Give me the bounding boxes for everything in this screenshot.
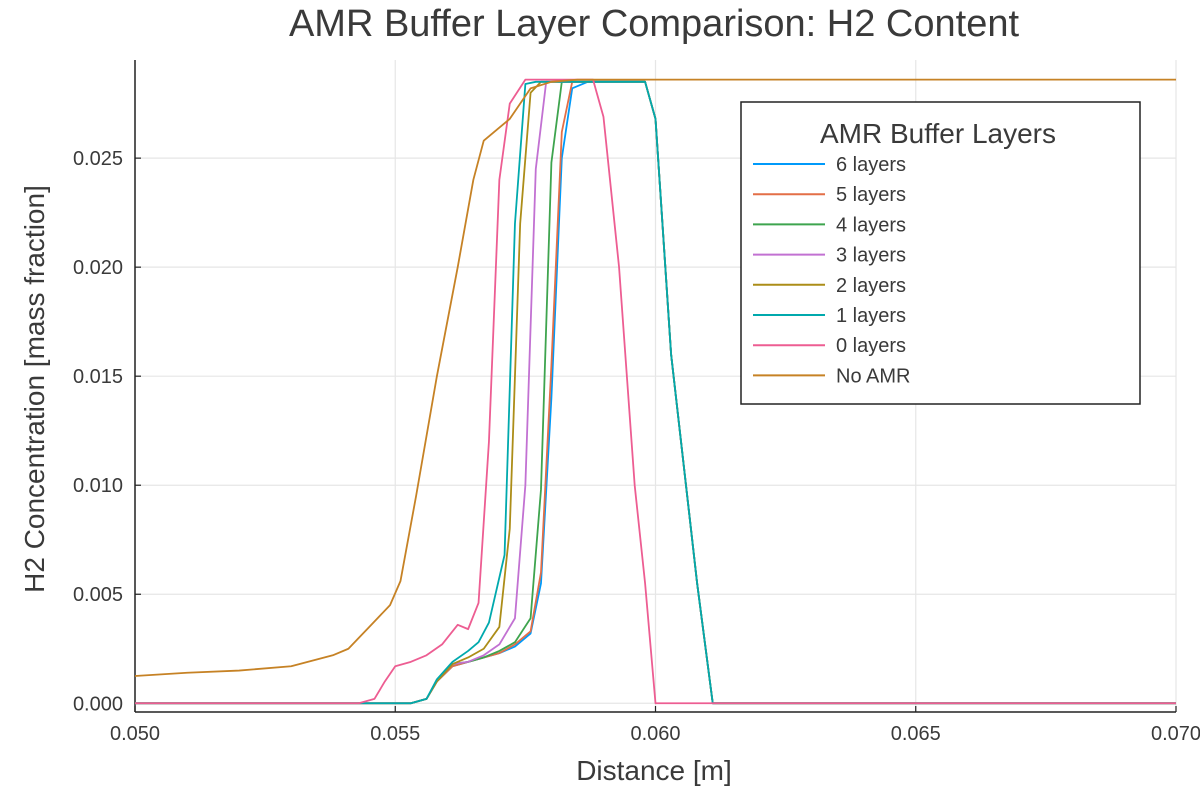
series-line-1-layers <box>135 80 1176 705</box>
x-tick-label-3: 0.065 <box>891 723 941 745</box>
x-tick-label-0: 0.050 <box>110 723 160 745</box>
tick-labels: 0.050 0.055 0.060 0.065 0.070 0.000 0.005 0.010… <box>73 148 1200 745</box>
x-tick-label-1: 0.055 <box>370 723 420 745</box>
legend-label-4: 2 layers <box>836 275 906 297</box>
legend-label-3: 3 layers <box>836 245 906 267</box>
legend-label-6: 0 layers <box>836 335 906 357</box>
axes <box>134 60 1177 713</box>
legend-title: AMR Buffer Layers <box>820 118 1056 149</box>
y-tick-label-3: 0.015 <box>73 366 123 388</box>
y-tick-label-1: 0.005 <box>73 584 123 606</box>
y-tick-label-5: 0.025 <box>73 148 123 170</box>
chart-title: AMR Buffer Layer Comparison: H2 Content <box>289 3 1020 45</box>
y-axis-label: H2 Concentration [mass fraction] <box>19 185 50 593</box>
legend-box <box>740 101 1141 405</box>
x-axis-label: Distance [m] <box>576 755 732 786</box>
x-tick-label-4: 0.070 <box>1151 723 1200 745</box>
legend-label-1: 5 layers <box>836 184 906 206</box>
legend-label-5: 1 layers <box>836 305 906 327</box>
legend-label-2: 4 layers <box>836 214 906 236</box>
legend-label-7: No AMR <box>836 365 910 387</box>
series-line-no-amr <box>134 78 1176 677</box>
legend-label-0: 6 layers <box>836 154 906 176</box>
series-line-0-layers <box>135 78 1176 705</box>
x-tick-label-2: 0.060 <box>630 723 680 745</box>
series-lines <box>134 78 1176 705</box>
y-tick-label-2: 0.010 <box>73 475 123 497</box>
legend: AMR Buffer Layers 6 layers 5 layers 4 laye… <box>740 101 1141 405</box>
y-tick-label-4: 0.020 <box>73 257 123 279</box>
y-tick-label-0: 0.000 <box>73 693 123 715</box>
